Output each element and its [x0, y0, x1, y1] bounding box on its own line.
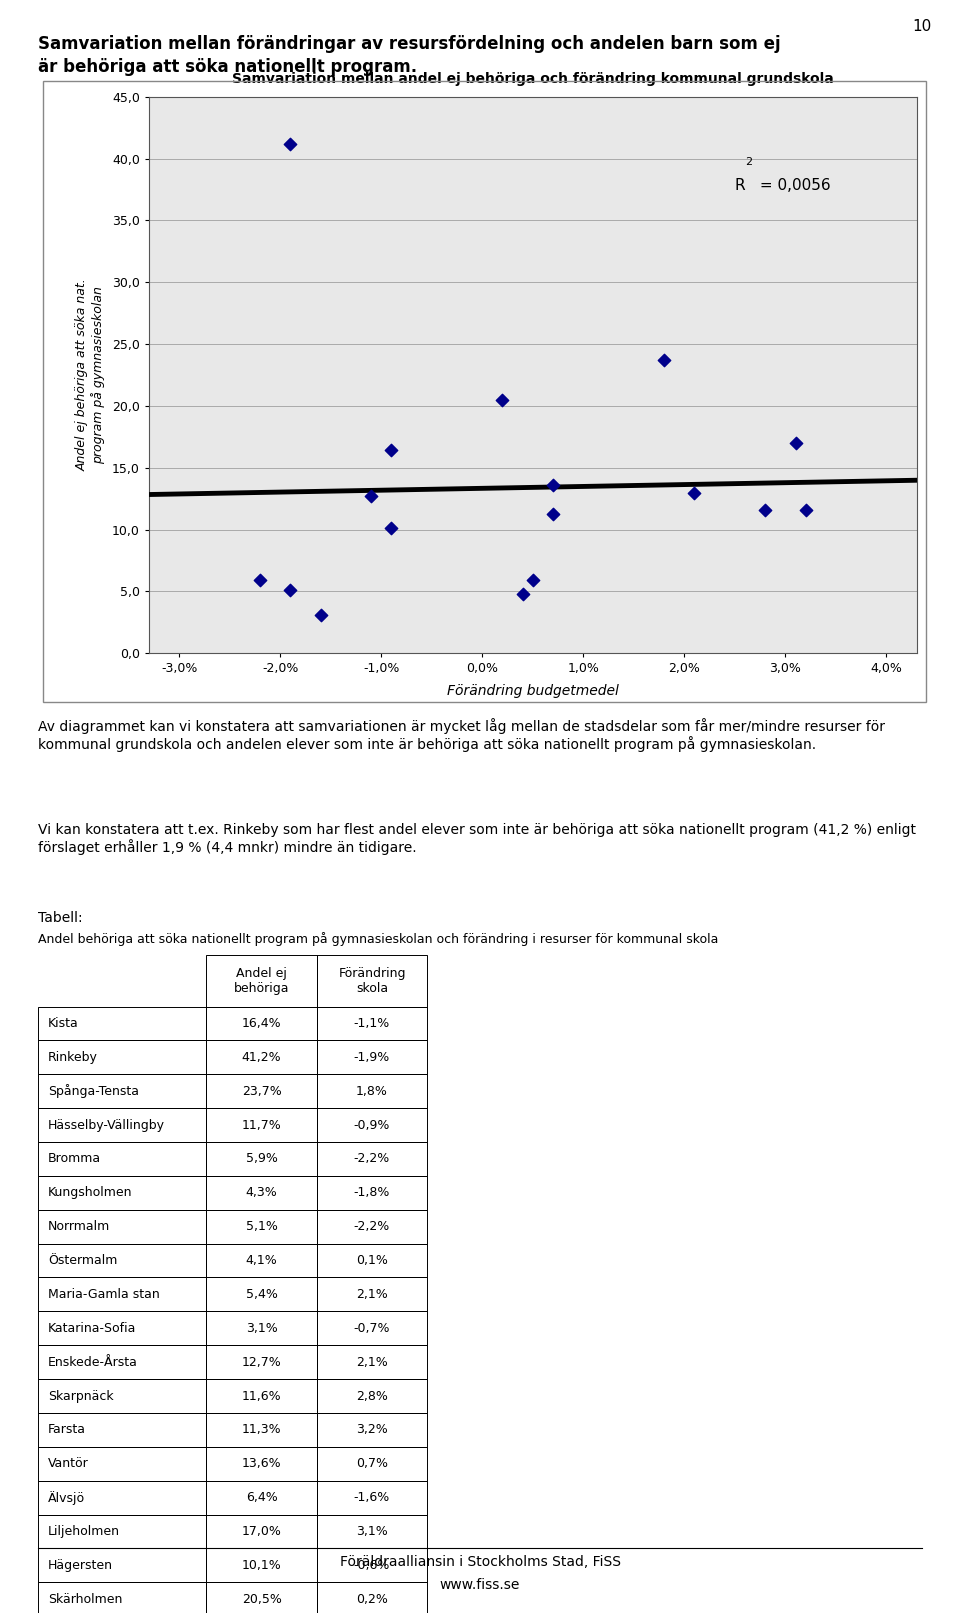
- Text: -2,2%: -2,2%: [354, 1152, 390, 1166]
- Point: [282, 131, 298, 156]
- Text: Östermalm: Östermalm: [48, 1253, 117, 1268]
- Point: [545, 473, 561, 498]
- Text: 6,4%: 6,4%: [246, 1490, 277, 1505]
- Point: [798, 497, 813, 523]
- Point: [384, 437, 399, 463]
- Text: R: R: [735, 177, 746, 192]
- Text: Liljeholmen: Liljeholmen: [48, 1524, 120, 1539]
- X-axis label: Förändring budgetmedel: Förändring budgetmedel: [446, 684, 619, 698]
- Point: [657, 347, 672, 373]
- Text: Skarpnäck: Skarpnäck: [48, 1389, 113, 1403]
- Text: 3,1%: 3,1%: [246, 1321, 277, 1336]
- Text: 2,8%: 2,8%: [356, 1389, 388, 1403]
- Text: 5,1%: 5,1%: [246, 1219, 277, 1234]
- Point: [364, 484, 379, 510]
- Point: [313, 602, 328, 627]
- Text: 17,0%: 17,0%: [242, 1524, 281, 1539]
- Y-axis label: Andel ej behöriga att söka nat.
program på gymnasieskolan: Andel ej behöriga att söka nat. program …: [76, 279, 105, 471]
- Text: Förändring
skola: Förändring skola: [338, 966, 406, 995]
- Text: Andel behöriga att söka nationellt program på gymnasieskolan och förändring i re: Andel behöriga att söka nationellt progr…: [38, 932, 719, 947]
- Text: 0,1%: 0,1%: [356, 1253, 388, 1268]
- Text: 2,1%: 2,1%: [356, 1287, 388, 1302]
- Text: Tabell:: Tabell:: [38, 911, 83, 926]
- Title: Samvariation mellan andel ej behöriga och förändring kommunal grundskola: Samvariation mellan andel ej behöriga oc…: [232, 73, 833, 85]
- Text: 10: 10: [912, 19, 931, 34]
- Text: 4,1%: 4,1%: [246, 1253, 277, 1268]
- Point: [788, 431, 804, 456]
- Text: 1,8%: 1,8%: [356, 1084, 388, 1098]
- Text: 2: 2: [745, 156, 752, 166]
- Point: [282, 577, 298, 603]
- Text: Enskede-Årsta: Enskede-Årsta: [48, 1355, 138, 1369]
- Text: -1,6%: -1,6%: [354, 1490, 390, 1505]
- Text: Bromma: Bromma: [48, 1152, 101, 1166]
- Text: Kungsholmen: Kungsholmen: [48, 1186, 132, 1200]
- Text: Spånga-Tensta: Spånga-Tensta: [48, 1084, 139, 1098]
- Text: Älvsjö: Älvsjö: [48, 1490, 85, 1505]
- Text: www.fiss.se: www.fiss.se: [440, 1578, 520, 1592]
- Text: 23,7%: 23,7%: [242, 1084, 281, 1098]
- Text: -1,8%: -1,8%: [354, 1186, 390, 1200]
- Text: Norrmalm: Norrmalm: [48, 1219, 110, 1234]
- Text: Samvariation mellan förändringar av resursfördelning och andelen barn som ej: Samvariation mellan förändringar av resu…: [38, 35, 781, 53]
- Text: Av diagrammet kan vi konstatera att samvariationen är mycket låg mellan de stads: Av diagrammet kan vi konstatera att samv…: [38, 718, 885, 752]
- Text: Hässelby-Vällingby: Hässelby-Vällingby: [48, 1118, 165, 1132]
- Text: Katarina-Sofia: Katarina-Sofia: [48, 1321, 136, 1336]
- Point: [494, 387, 510, 413]
- Text: -0,7%: -0,7%: [353, 1321, 391, 1336]
- Text: Maria-Gamla stan: Maria-Gamla stan: [48, 1287, 159, 1302]
- Text: 20,5%: 20,5%: [242, 1592, 281, 1607]
- Text: -1,1%: -1,1%: [354, 1016, 390, 1031]
- Text: Föräldraalliansin i Stockholms Stad, FiSS: Föräldraalliansin i Stockholms Stad, FiS…: [340, 1555, 620, 1569]
- Point: [757, 497, 773, 523]
- Text: Rinkeby: Rinkeby: [48, 1050, 98, 1065]
- Text: -1,9%: -1,9%: [354, 1050, 390, 1065]
- Text: 3,1%: 3,1%: [356, 1524, 388, 1539]
- Text: Farsta: Farsta: [48, 1423, 86, 1437]
- Point: [525, 568, 540, 594]
- Text: är behöriga att söka nationellt program.: är behöriga att söka nationellt program.: [38, 58, 418, 76]
- Text: Skärholmen: Skärholmen: [48, 1592, 122, 1607]
- Text: 5,4%: 5,4%: [246, 1287, 277, 1302]
- Text: -0,6%: -0,6%: [354, 1558, 390, 1573]
- Point: [686, 479, 702, 505]
- Text: Kista: Kista: [48, 1016, 79, 1031]
- Text: 5,9%: 5,9%: [246, 1152, 277, 1166]
- Text: 13,6%: 13,6%: [242, 1457, 281, 1471]
- Point: [252, 568, 268, 594]
- Text: 3,2%: 3,2%: [356, 1423, 388, 1437]
- Text: -2,2%: -2,2%: [354, 1219, 390, 1234]
- Text: 12,7%: 12,7%: [242, 1355, 281, 1369]
- Text: = 0,0056: = 0,0056: [756, 177, 830, 192]
- Text: Andel ej
behöriga: Andel ej behöriga: [234, 966, 289, 995]
- Text: 16,4%: 16,4%: [242, 1016, 281, 1031]
- Text: 11,7%: 11,7%: [242, 1118, 281, 1132]
- Text: 4,3%: 4,3%: [246, 1186, 277, 1200]
- Text: 0,7%: 0,7%: [356, 1457, 388, 1471]
- Text: 11,3%: 11,3%: [242, 1423, 281, 1437]
- Text: 0,2%: 0,2%: [356, 1592, 388, 1607]
- Text: -0,9%: -0,9%: [354, 1118, 390, 1132]
- Point: [384, 516, 399, 542]
- Text: 2,1%: 2,1%: [356, 1355, 388, 1369]
- Point: [515, 581, 530, 606]
- Text: 41,2%: 41,2%: [242, 1050, 281, 1065]
- Text: Hägersten: Hägersten: [48, 1558, 113, 1573]
- Point: [545, 500, 561, 526]
- Text: Vi kan konstatera att t.ex. Rinkeby som har flest andel elever som inte är behör: Vi kan konstatera att t.ex. Rinkeby som …: [38, 823, 917, 855]
- Text: 10,1%: 10,1%: [242, 1558, 281, 1573]
- Text: 11,6%: 11,6%: [242, 1389, 281, 1403]
- Text: Vantör: Vantör: [48, 1457, 88, 1471]
